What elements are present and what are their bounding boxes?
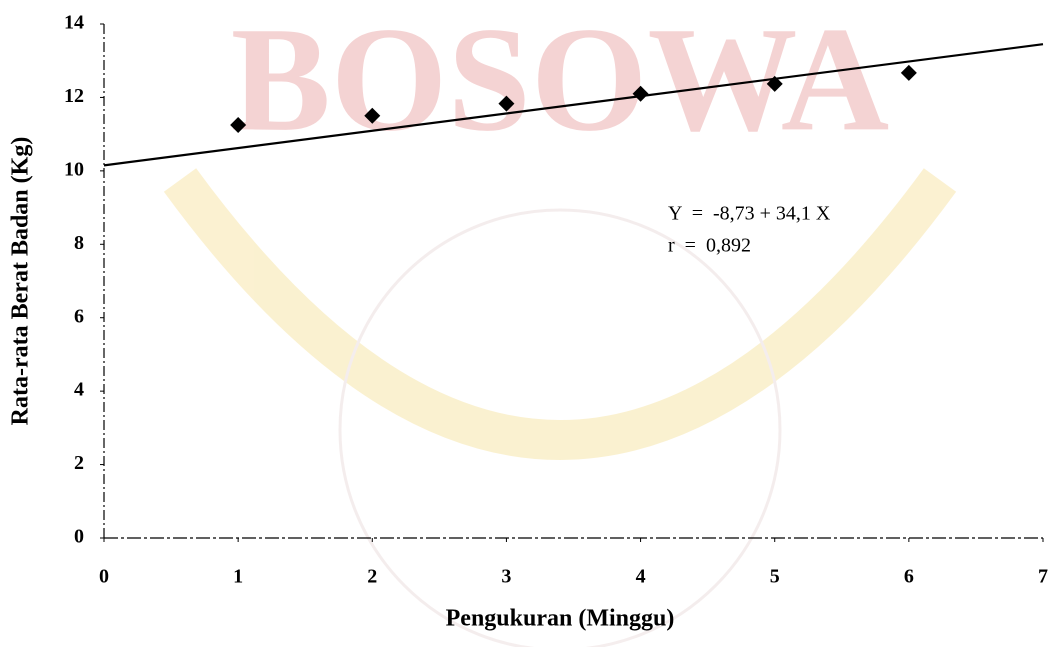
y-tick-label: 12 [64,85,84,107]
x-tick-label: 0 [99,566,109,588]
y-tick-label: 4 [74,379,84,401]
y-tick-label: 8 [74,232,84,254]
y-tick-label: 10 [64,158,84,180]
annotation: Y = -8,73 + 34,1 X [668,203,831,225]
y-tick-label: 6 [74,305,84,327]
x-axis-label: Pengukuran (Minggu) [446,606,675,632]
data-point [901,65,917,81]
x-tick-label: 1 [233,566,243,588]
x-tick-label: 5 [770,566,780,588]
annotation: r = 0,892 [668,235,751,257]
x-tick-label: 7 [1038,566,1048,588]
y-tick-label: 0 [74,526,84,548]
chart: BOSOWA Pengukuran (Minggu) Rata-rata Ber… [0,0,1049,647]
x-tick-label: 4 [636,566,646,588]
x-tick-label: 6 [904,566,914,588]
x-tick-label: 3 [501,566,511,588]
y-tick-label: 14 [64,12,84,34]
x-tick-label: 2 [367,566,377,588]
watermark: BOSOWA [231,0,890,162]
y-tick-label: 2 [74,452,84,474]
watermark-decoration [180,180,940,647]
y-axis-label: Rata-rata Berat Badan (Kg) [8,137,34,426]
